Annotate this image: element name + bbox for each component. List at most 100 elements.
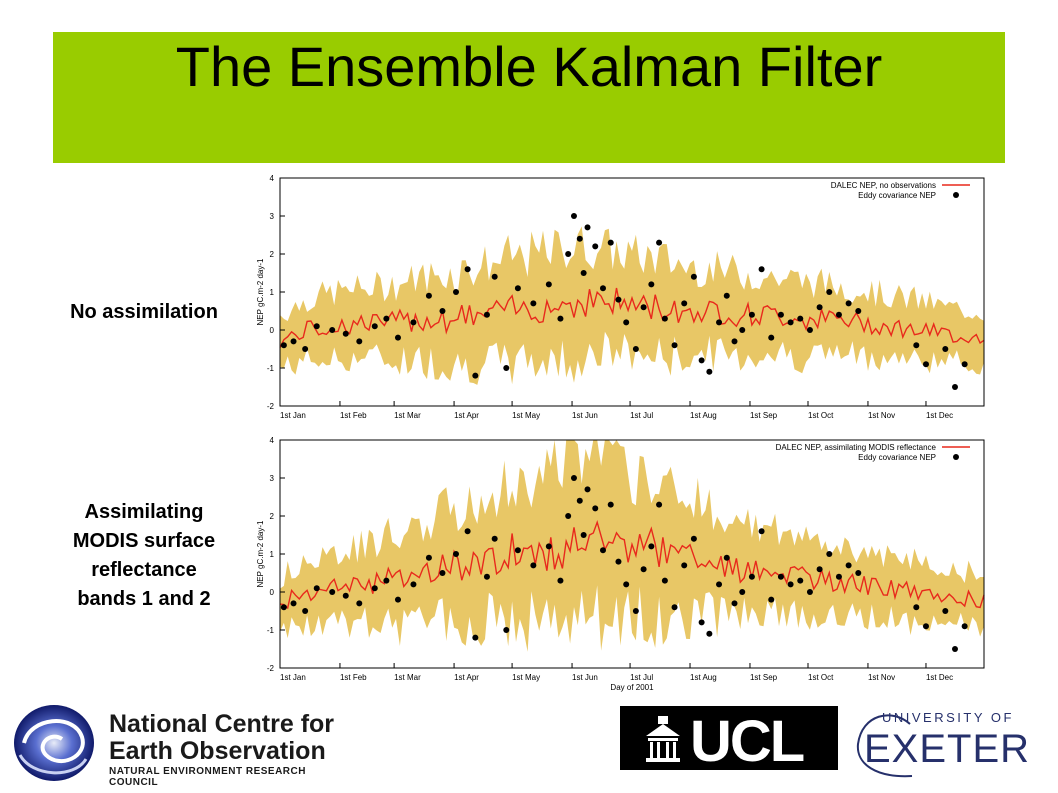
eddy-covariance-point — [472, 634, 479, 641]
eddy-covariance-point — [748, 311, 755, 318]
eddy-covariance-point — [922, 361, 929, 368]
eddy-covariance-point — [439, 308, 446, 314]
eddy-covariance-point — [961, 361, 968, 368]
eddy-covariance-point — [394, 596, 401, 603]
y-tick-label: 4 — [270, 174, 275, 183]
dalec-nep-line — [279, 287, 985, 348]
eddy-covariance-point — [280, 342, 287, 349]
eddy-covariance-point — [410, 581, 417, 588]
eddy-covariance-point — [383, 577, 390, 584]
y-tick-label: 2 — [270, 512, 275, 521]
x-tick-label: 1st Aug — [690, 673, 717, 682]
ucl-logo: UCL — [620, 706, 838, 774]
eddy-covariance-point — [826, 289, 833, 295]
eddy-covariance-point — [656, 239, 663, 246]
x-tick-label: 1st Apr — [454, 411, 479, 420]
ucl-wordmark: UCL — [690, 709, 805, 774]
label-line-3: reflectance — [91, 559, 197, 581]
eddy-covariance-point — [816, 566, 823, 573]
eddy-covariance-point — [557, 315, 564, 322]
eddy-covariance-point — [313, 585, 320, 592]
eddy-covariance-point — [565, 513, 572, 519]
ensemble-spread-band — [280, 226, 984, 385]
eddy-covariance-point — [584, 224, 591, 231]
exeter-word: EXETER — [864, 727, 1030, 771]
y-axis-label: NEP gC.m-2 day-1 — [256, 258, 265, 326]
eddy-covariance-point — [425, 554, 432, 561]
eddy-covariance-point — [545, 281, 552, 288]
eddy-covariance-point — [739, 589, 746, 595]
eddy-covariance-point — [787, 319, 794, 326]
y-axis-label: NEP gC.m-2 day-1 — [256, 520, 265, 588]
eddy-covariance-point — [580, 270, 587, 276]
ucl-portico-icon — [646, 716, 680, 762]
eddy-covariance-point — [584, 486, 591, 493]
eddy-covariance-point — [329, 589, 336, 595]
eddy-covariance-point — [671, 342, 678, 349]
eddy-covariance-point — [530, 562, 537, 569]
eddy-covariance-point — [383, 315, 390, 322]
legend-swatch-point — [953, 454, 959, 460]
eddy-covariance-point — [580, 532, 587, 538]
y-tick-label: 3 — [270, 212, 275, 221]
eddy-covariance-point — [576, 497, 583, 504]
x-tick-label: 1st Dec — [926, 411, 953, 420]
x-tick-label: 1st May — [512, 411, 540, 420]
eddy-covariance-point — [731, 600, 738, 607]
x-tick-label: 1st Feb — [340, 673, 367, 682]
eddy-covariance-point — [503, 365, 510, 371]
eddy-covariance-point — [758, 528, 765, 535]
eddy-covariance-point — [671, 604, 678, 611]
eddy-covariance-point — [615, 558, 622, 565]
eddy-covariance-point — [951, 384, 958, 390]
eddy-covariance-point — [661, 577, 668, 584]
label-line-4: bands 1 and 2 — [77, 588, 211, 610]
eddy-covariance-point — [681, 562, 688, 569]
legend-label-points: Eddy covariance NEP — [858, 191, 936, 200]
eddy-covariance-point — [826, 551, 833, 557]
eddy-covariance-point — [557, 577, 564, 584]
eddy-covariance-point — [648, 543, 655, 550]
dalec-nep-line — [279, 520, 985, 610]
y-tick-label: -1 — [267, 626, 275, 635]
y-tick-label: 0 — [270, 326, 275, 335]
chart-panel-bottom: 4 3 2 1 0 -1 -2 1st Jan 1st Feb 1st Mar 1st Apr 1st… — [238, 432, 990, 692]
ncoe-council: NATURAL ENVIRONMENT RESEARCH COUNCIL — [109, 766, 306, 788]
eddy-covariance-point — [913, 342, 920, 349]
y-tick-label: -1 — [267, 364, 275, 373]
eddy-covariance-point — [483, 311, 490, 318]
x-tick-label: 1st Nov — [868, 673, 895, 682]
eddy-covariance-point — [748, 573, 755, 580]
eddy-covariance-point — [777, 573, 784, 580]
eddy-covariance-point — [845, 562, 852, 569]
eddy-covariance-point — [394, 334, 401, 341]
y-tick-label: 0 — [270, 588, 275, 597]
eddy-covariance-point — [698, 619, 705, 626]
x-tick-label: 1st Mar — [394, 411, 421, 420]
chart-panel-top: 4 3 2 1 0 -1 -2 1st Jan 1st Feb 1st Mar 1st Apr 1st… — [238, 170, 990, 423]
ncoe-line-2: Earth Observation — [109, 737, 326, 765]
eddy-covariance-point — [681, 300, 688, 307]
eddy-covariance-point — [410, 319, 417, 326]
eddy-covariance-point — [951, 646, 958, 652]
eddy-covariance-point — [439, 570, 446, 576]
eddy-covariance-point — [797, 315, 804, 322]
eddy-covariance-point — [592, 243, 599, 250]
eddy-covariance-point — [576, 235, 583, 242]
eddy-covariance-point — [472, 372, 479, 379]
x-tick-label: 1st Apr — [454, 673, 479, 682]
eddy-covariance-point — [329, 327, 336, 333]
eddy-covariance-point — [342, 592, 349, 599]
eddy-covariance-point — [806, 589, 813, 595]
eddy-covariance-point — [425, 292, 432, 299]
ncoe-swirl-icon — [14, 705, 94, 781]
eddy-covariance-point — [565, 251, 572, 257]
x-tick-label: 1st Oct — [808, 673, 834, 682]
eddy-covariance-point — [615, 296, 622, 303]
y-tick-label: -2 — [267, 664, 275, 673]
eddy-covariance-point — [690, 535, 697, 542]
eddy-covariance-point — [632, 608, 639, 614]
eddy-covariance-point — [302, 346, 309, 352]
x-tick-label: 1st Sep — [750, 411, 778, 420]
exeter-swoosh-icon — [856, 714, 913, 778]
